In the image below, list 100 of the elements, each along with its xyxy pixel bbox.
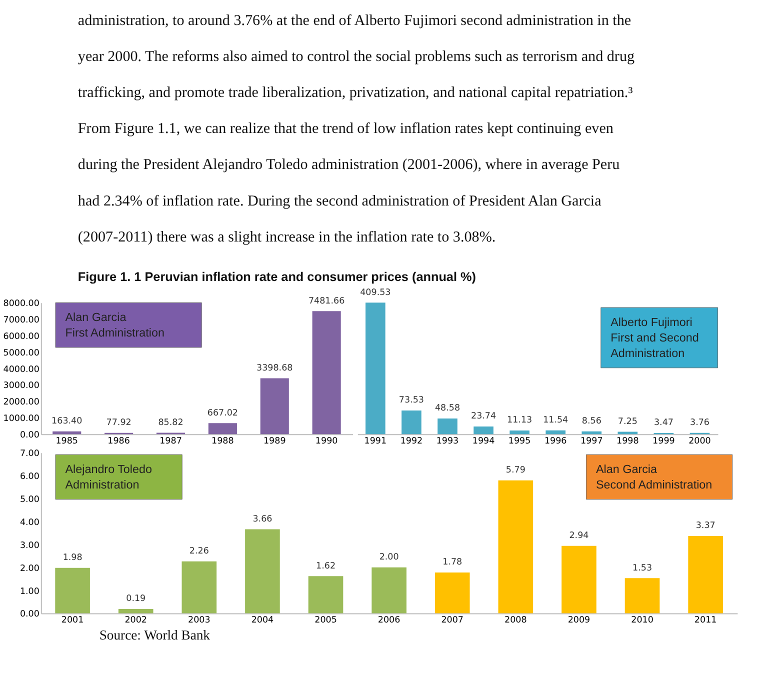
text: during the President Alejandro Toledo administration (2001-2006), where in average Peru: [78, 157, 620, 174]
x-tick-label: 2006: [378, 616, 401, 626]
data-label: 667.02: [207, 408, 238, 418]
data-label: 5.79: [506, 466, 526, 476]
x-tick-label: 2010: [631, 616, 654, 626]
bar: [245, 529, 280, 614]
data-label: 409.53: [360, 288, 391, 298]
bar: [260, 378, 289, 434]
data-label: 11.54: [543, 416, 569, 426]
text: (2007-2011) there was a slight increase in the inflation rate to 3.08%.: [78, 229, 496, 246]
data-label: 3.66: [252, 514, 273, 524]
y-tick-label: 2.00: [20, 564, 40, 574]
bar: [208, 423, 237, 434]
annotation: Alejandro Toledo Administration: [65, 463, 152, 492]
x-tick-label: 1991: [364, 436, 387, 446]
x-tick-label: 1986: [108, 436, 130, 446]
annotation: Alberto Fujimori First and Second Administration: [610, 316, 699, 360]
data-label: 7.25: [618, 416, 638, 427]
bar: [55, 568, 90, 614]
y-tick-label: 4.00: [20, 518, 40, 528]
chart-title: Figure 1. 1 Peruvian inflation rate and consumer prices (annual %): [78, 270, 476, 284]
x-tick-label: 2003: [188, 616, 210, 626]
bar: [546, 430, 566, 434]
bar: [312, 311, 341, 434]
bar: [182, 561, 217, 614]
y-tick-label: 0.00: [20, 430, 40, 441]
bar: [308, 576, 344, 614]
x-tick-label: 1989: [263, 436, 286, 446]
bar: [582, 431, 602, 434]
bar: [498, 480, 534, 614]
data-label: 23.74: [471, 412, 496, 422]
data-label: 2.26: [189, 546, 210, 557]
bar: [52, 431, 82, 434]
bar: [562, 546, 596, 614]
data-label: 2.00: [379, 552, 399, 563]
x-tick-label: 2004: [251, 616, 274, 626]
data-label: 48.58: [434, 404, 460, 414]
data-label: 85.82: [158, 418, 184, 428]
data-label: 77.92: [106, 418, 132, 428]
x-tick-label: 1985: [56, 436, 78, 446]
data-label: 1.78: [442, 558, 462, 568]
data-label: 8.56: [582, 416, 602, 427]
bar: [366, 302, 386, 434]
bar: [624, 578, 660, 614]
x-tick-label: 1988: [212, 436, 234, 446]
data-label: 0.19: [126, 594, 146, 604]
source-note: Source: World Bank: [99, 628, 210, 643]
y-tick-label: 6000.00: [3, 332, 40, 342]
y-tick-label: 5000.00: [3, 348, 40, 358]
bar: [688, 536, 723, 614]
y-tick-label: 3000.00: [3, 381, 40, 392]
bar: [510, 430, 530, 434]
x-tick-label: 1996: [544, 436, 568, 446]
annotation: Alan Garcia First Administration: [65, 311, 164, 340]
text: year 2000. The reforms also aimed to control the social problems such as terrorism and drug: [78, 49, 635, 66]
data-label: 1.53: [632, 563, 652, 574]
y-tick-label: 0.00: [20, 610, 40, 620]
x-tick-label: 1998: [616, 436, 639, 446]
text: had 2.34% of inflation rate. During the second administration of President Alan Garcia: [78, 193, 602, 210]
y-tick-label: 7000.00: [3, 315, 40, 326]
x-tick-label: 2011: [694, 616, 717, 626]
text: From Figure 1.1, we can realize that the trend of low inflation rates kept continuing even: [78, 121, 614, 138]
data-label: 73.53: [398, 396, 424, 406]
x-tick-label: 2007: [441, 616, 464, 626]
data-label: 1.62: [316, 561, 336, 572]
bar: [402, 410, 422, 434]
bar: [372, 567, 406, 614]
bar: [118, 608, 154, 614]
bar: [438, 418, 458, 434]
x-tick-label: 2008: [504, 616, 527, 626]
x-tick-label: 2005: [314, 616, 337, 626]
x-tick-label: 1994: [472, 436, 496, 446]
bar: [474, 426, 494, 434]
y-tick-label: 2000.00: [3, 398, 40, 408]
data-label: 3.76: [690, 418, 710, 428]
x-tick-label: 1987: [160, 436, 182, 446]
bar: [434, 572, 470, 614]
data-label: 11.13: [507, 416, 532, 426]
text: trafficking, and promote trade liberalization, privatization, and national capital repatriation.³: [78, 85, 634, 102]
x-tick-label: 2009: [568, 616, 590, 626]
x-tick-label: 1990: [315, 436, 338, 446]
x-tick-label: 1999: [652, 436, 675, 446]
data-label: 3.47: [654, 418, 674, 428]
x-tick-label: 1993: [436, 436, 459, 446]
x-tick-label: 2001: [61, 616, 84, 626]
y-tick-label: 1.00: [20, 586, 40, 597]
y-tick-label: 1000.00: [3, 414, 40, 424]
x-tick-label: 1992: [400, 436, 423, 446]
text: administration, to around 3.76% at the end of Alberto Fujimori second administration in the: [78, 13, 632, 30]
annotation: Alan Garcia Second Administration: [596, 463, 712, 492]
data-label: 3398.68: [256, 363, 293, 374]
y-tick-label: 4000.00: [3, 364, 40, 375]
data-label: 1.98: [62, 553, 82, 564]
x-tick-label: 2002: [124, 616, 147, 626]
data-label: 163.40: [52, 416, 82, 427]
x-tick-label: 1995: [508, 436, 531, 446]
y-tick-label: 7.00: [20, 449, 40, 460]
y-tick-label: 3.00: [20, 540, 40, 551]
data-label: 2.94: [569, 531, 590, 542]
x-tick-label: 2000: [688, 436, 711, 446]
